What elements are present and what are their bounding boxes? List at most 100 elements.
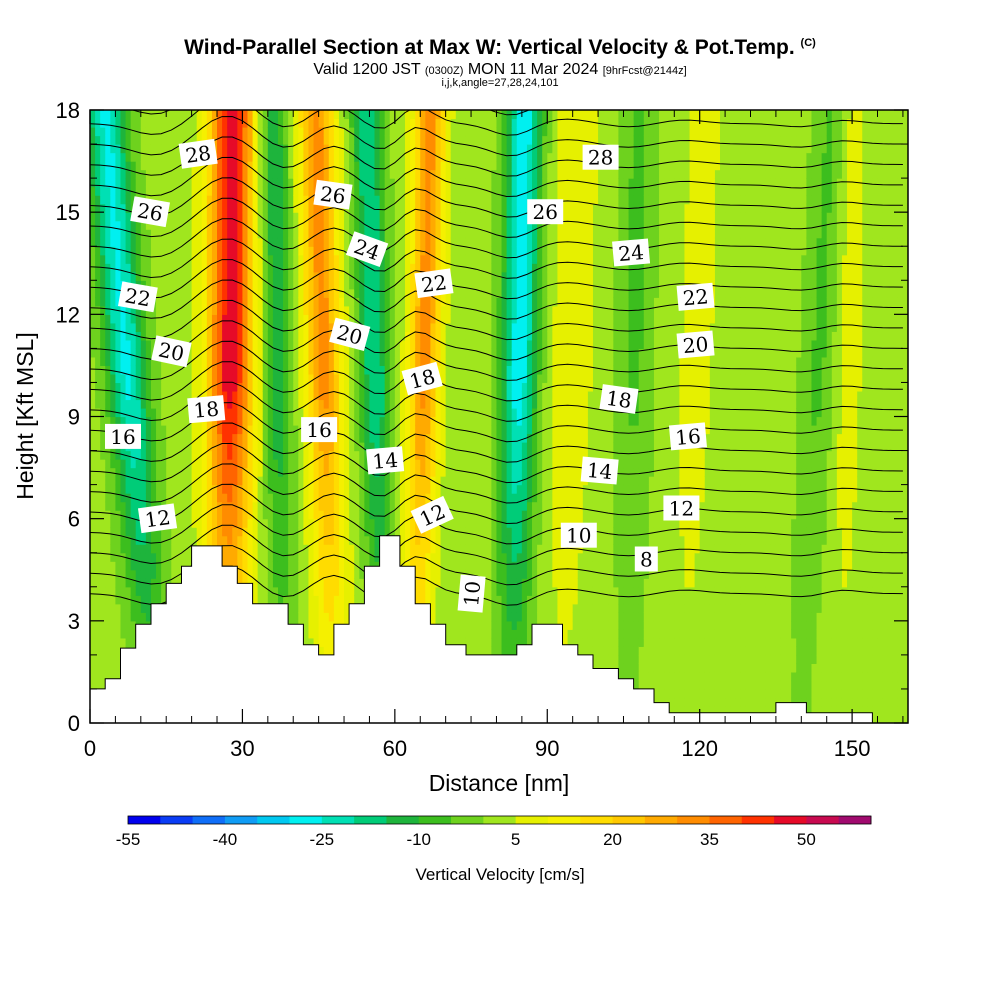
isentrope-line xyxy=(90,504,903,545)
contour-label-box xyxy=(301,417,338,443)
contour-label-text: 10 xyxy=(459,580,485,607)
colorbar-swatch xyxy=(806,816,840,824)
colorbar-swatch xyxy=(289,816,323,824)
contour-label: 18 xyxy=(401,361,443,396)
contour-label-text: 26 xyxy=(135,198,164,226)
colorbar-swatch xyxy=(321,816,355,824)
contour-label-text: 16 xyxy=(306,418,331,442)
contour-label-box xyxy=(414,268,454,299)
isentrope-line xyxy=(90,259,903,300)
contour-label: 22 xyxy=(117,281,158,313)
contour-label-text: 20 xyxy=(682,332,709,358)
contour-label-text: 14 xyxy=(586,458,613,484)
colorbar-swatch xyxy=(418,816,452,824)
contour-label-box xyxy=(580,456,619,485)
contour-label: 10 xyxy=(560,522,597,548)
colorbar-swatch xyxy=(774,816,807,824)
colorbar-swatch xyxy=(741,816,775,824)
isentrope-line xyxy=(90,483,903,525)
contour-label-text: 8 xyxy=(640,548,653,572)
contour-label-box xyxy=(117,281,158,313)
contour-label-box xyxy=(634,546,658,572)
contour-label-text: 24 xyxy=(617,240,644,266)
contour-label-box xyxy=(676,282,715,311)
colorbar-swatch xyxy=(547,816,581,824)
isentrope-line xyxy=(90,177,903,218)
colorbar-tick-label: -25 xyxy=(310,830,335,849)
y-tick-label: 0 xyxy=(68,711,80,736)
x-tick-label: 150 xyxy=(834,736,871,761)
contour-label-box xyxy=(457,574,486,613)
x-tick-label: 90 xyxy=(535,736,559,761)
contour-label-box xyxy=(599,384,639,414)
terrain-outline xyxy=(90,535,908,724)
isentrope-line xyxy=(90,402,903,443)
contour-label-box xyxy=(668,422,707,451)
contour-label-text: 12 xyxy=(669,497,694,521)
contour-label: 26 xyxy=(313,179,353,210)
contour-label-text: 10 xyxy=(566,524,591,548)
contour-label: 8 xyxy=(634,546,658,572)
isentrope-line xyxy=(90,463,903,504)
colorbar: -55 -40 -25 -10 5 20 35 50 xyxy=(116,815,872,849)
contour-label: 10 xyxy=(457,574,486,613)
colorbar-tick-label: 35 xyxy=(700,830,719,849)
contour-label: 12 xyxy=(137,503,178,534)
x-axis-title: Distance [nm] xyxy=(429,770,570,796)
isentrope-line xyxy=(90,361,903,402)
terrain-mask xyxy=(90,535,908,723)
contour-label-box xyxy=(366,446,405,475)
isentrope-line xyxy=(90,156,903,198)
chart-meta: i,j,k,angle=27,28,24,101 xyxy=(441,77,559,89)
contour-label: 26 xyxy=(527,199,564,225)
contour-label: 28 xyxy=(582,144,619,170)
contour-label: 16 xyxy=(301,417,338,443)
contour-label-text: 22 xyxy=(682,284,709,310)
colorbar-tick-label: -10 xyxy=(406,830,431,849)
contour-label-box xyxy=(187,395,226,424)
contour-label-box xyxy=(105,423,141,449)
colorbar-swatch xyxy=(224,816,258,824)
isentrope-line xyxy=(90,197,903,238)
isentrope-line xyxy=(90,218,903,259)
y-tick-label: 12 xyxy=(56,302,80,327)
colorbar-swatch xyxy=(257,816,290,824)
contour-label-box xyxy=(329,317,371,352)
colorbar-swatch xyxy=(580,816,613,824)
colorbar-swatch xyxy=(709,816,743,824)
isentrope-line xyxy=(90,443,903,484)
potential-temperature-contours xyxy=(90,110,903,606)
contour-label: 26 xyxy=(130,196,170,228)
colorbar-tick-label: 20 xyxy=(603,830,622,849)
contour-label-text: 14 xyxy=(371,448,398,474)
colorbar-tick-label: 5 xyxy=(511,830,520,849)
isentrope-line xyxy=(90,545,903,586)
y-tick-label: 18 xyxy=(56,98,80,123)
contour-label: 22 xyxy=(414,268,454,299)
contour-label-text: 22 xyxy=(123,283,152,311)
isentrope-line xyxy=(90,320,903,361)
x-tick-label: 120 xyxy=(681,736,718,761)
contour-label: 22 xyxy=(676,282,715,311)
colorbar-swatch xyxy=(160,816,193,824)
contour-label-text: 18 xyxy=(605,386,634,413)
colorbar-tick-label: 50 xyxy=(797,830,816,849)
colorbar-swatch xyxy=(128,816,161,824)
contour-label-text: 26 xyxy=(532,200,557,224)
contour-label-box xyxy=(676,330,715,359)
x-tick-label: 30 xyxy=(230,736,254,761)
colorbar-swatch xyxy=(838,816,872,824)
colorbar-tick-label: -55 xyxy=(116,830,141,849)
contour-label-text: 22 xyxy=(420,270,449,297)
contour-label-box xyxy=(582,144,619,170)
contour-label-box xyxy=(401,361,443,396)
isentrope-line xyxy=(90,238,903,279)
colorbar-swatch xyxy=(354,816,387,824)
isentrope-line xyxy=(90,136,903,177)
isentrope-line xyxy=(90,340,903,381)
isentrope-line xyxy=(90,110,903,136)
contour-label: 18 xyxy=(599,384,639,414)
contour-label: 14 xyxy=(580,456,619,485)
